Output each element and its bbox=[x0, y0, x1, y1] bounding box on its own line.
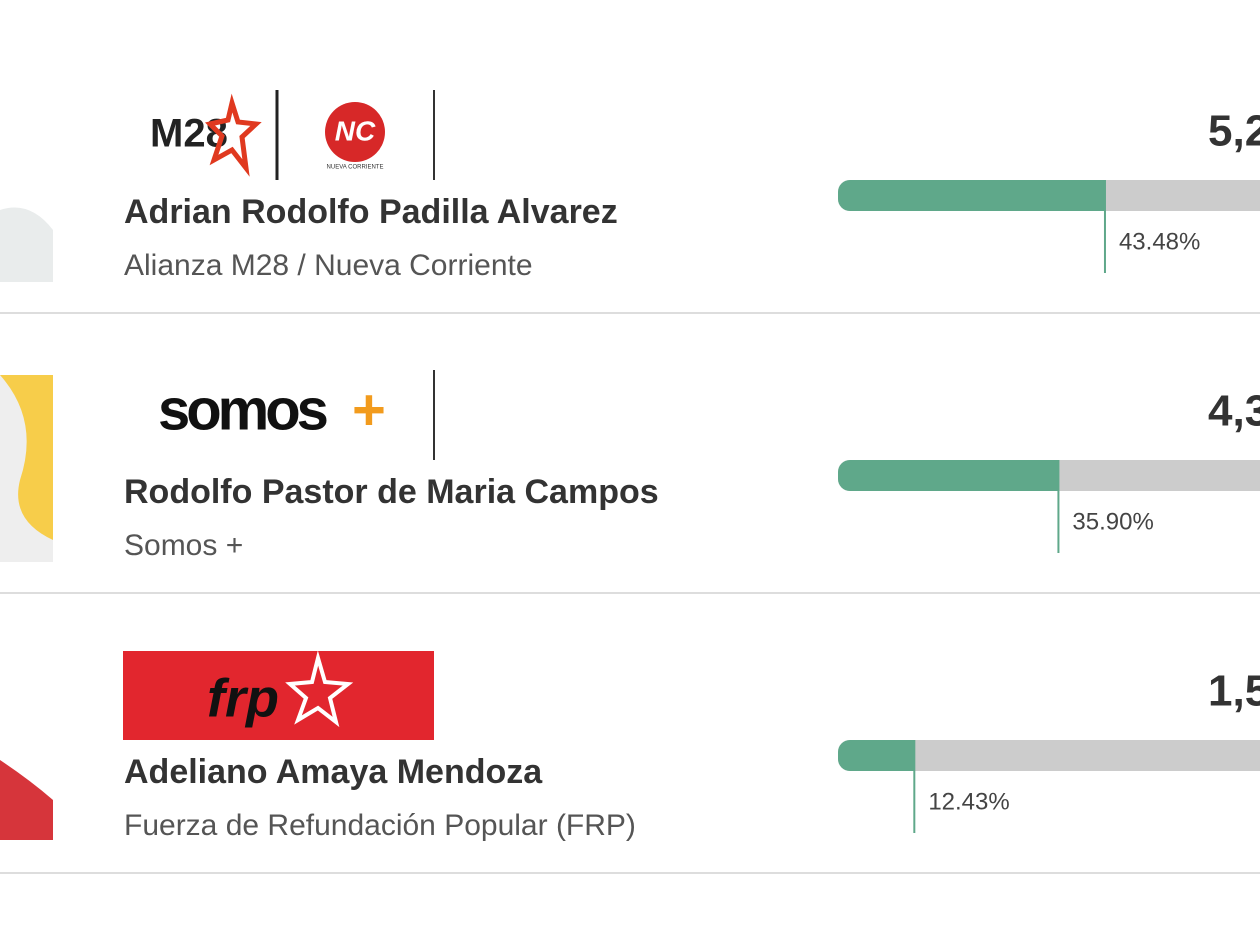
vote-count: 5,2 bbox=[1208, 107, 1260, 156]
logo-star bbox=[205, 93, 262, 177]
bar bbox=[838, 180, 1105, 211]
percent-label: 12.43% bbox=[928, 788, 1009, 815]
party-name: Fuerza de Refundación Popular (FRP) bbox=[124, 809, 636, 842]
logo-text: NUEVA CORRIENTE bbox=[327, 165, 384, 171]
logo-text: M28 bbox=[150, 112, 228, 156]
percent-label: 35.90% bbox=[1072, 508, 1153, 535]
candidate-photo bbox=[0, 375, 53, 562]
vote-count: 4,3 bbox=[1208, 387, 1260, 436]
bar bbox=[838, 740, 915, 771]
party-name: Alianza M28 / Nueva Corriente bbox=[124, 249, 533, 282]
logo-star bbox=[285, 650, 354, 728]
candidate-photo bbox=[0, 207, 53, 282]
logo-text: somos bbox=[158, 377, 327, 442]
logo-circle bbox=[325, 102, 385, 162]
candidate-name: Adeliano Amaya Mendoza bbox=[124, 753, 543, 791]
candidate-photo bbox=[0, 760, 53, 840]
logo-text: + bbox=[352, 377, 386, 442]
candidate-name: Adrian Rodolfo Padilla Alvarez bbox=[124, 193, 618, 231]
vote-count: 1,5 bbox=[1208, 667, 1260, 716]
percent-label: 43.48% bbox=[1119, 228, 1200, 255]
logo-text: NC bbox=[335, 115, 376, 146]
bar bbox=[838, 460, 1059, 491]
logo-background bbox=[123, 651, 434, 740]
party-name: Somos + bbox=[124, 529, 243, 562]
candidate-name: Rodolfo Pastor de Maria Campos bbox=[124, 473, 659, 511]
logo-text: frp bbox=[207, 668, 279, 728]
bar-track bbox=[838, 740, 1260, 771]
